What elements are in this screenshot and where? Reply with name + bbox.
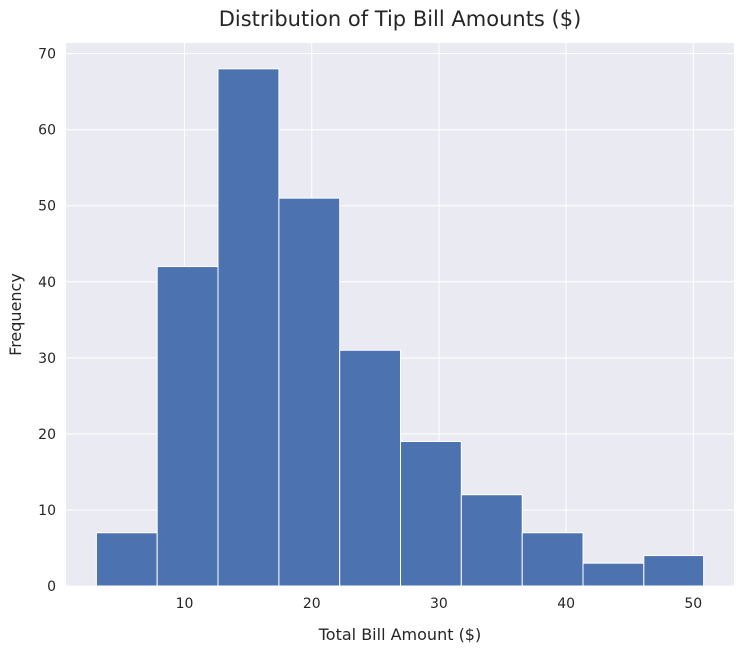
histogram-bar	[521, 532, 584, 587]
y-axis-ticks: 0 10 20 30 40 50 60 70	[38, 47, 56, 595]
histogram-bar	[643, 555, 705, 587]
y-tick-label: 20	[38, 427, 56, 443]
x-tick-label: 30	[430, 596, 448, 612]
y-tick-label: 0	[47, 579, 56, 595]
chart-title: Distribution of Tip Bill Amounts ($)	[219, 7, 582, 31]
histogram-bar	[582, 562, 645, 587]
histogram-bar	[217, 68, 280, 587]
y-tick-label: 60	[38, 123, 56, 139]
y-tick-label: 70	[38, 47, 56, 63]
histogram-bar	[95, 532, 158, 587]
histogram-bar	[460, 494, 523, 587]
x-tick-label: 50	[684, 596, 702, 612]
histogram-bars	[95, 68, 705, 587]
x-tick-label: 40	[557, 596, 575, 612]
histogram-bar	[339, 349, 402, 587]
y-tick-label: 50	[38, 199, 56, 215]
y-axis-label: Frequency	[6, 273, 25, 356]
y-tick-label: 40	[38, 275, 56, 291]
histogram-bar	[156, 266, 219, 587]
y-tick-label: 10	[38, 503, 56, 519]
histogram-bar	[278, 197, 341, 587]
y-tick-label: 30	[38, 351, 56, 367]
x-tick-label: 10	[176, 596, 194, 612]
x-axis-label: Total Bill Amount ($)	[318, 625, 481, 644]
x-tick-label: 20	[303, 596, 321, 612]
x-axis-ticks: 10 20 30 40 50	[176, 596, 703, 612]
histogram-bar	[400, 441, 462, 587]
